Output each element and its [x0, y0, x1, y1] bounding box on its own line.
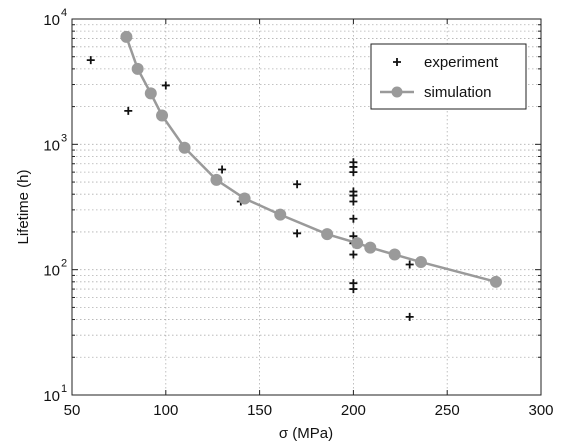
y-tick-label-exponent: 1: [61, 383, 67, 395]
x-tick-label: 250: [435, 402, 460, 419]
simulation-point: [321, 228, 334, 241]
y-tick-label-exponent: 2: [61, 258, 67, 270]
experiment-point: [86, 56, 95, 65]
x-tick-label: 200: [341, 402, 366, 419]
simulation-point: [178, 141, 191, 154]
y-tick-label: 10: [43, 12, 60, 29]
x-tick-label: 150: [247, 402, 272, 419]
simulation-point: [388, 248, 401, 261]
y-axis-title: Lifetime (h): [15, 169, 32, 244]
grid-layer: [72, 19, 541, 395]
experiment-point: [405, 312, 414, 321]
simulation-point: [144, 87, 157, 100]
plot-frame: [71, 18, 542, 396]
experiment-point: [349, 285, 358, 294]
experiment-point: [161, 81, 170, 90]
simulation-point: [156, 109, 169, 122]
y-tick-label-exponent: 3: [61, 132, 67, 144]
legend: experiment simulation: [370, 43, 527, 110]
simulation-point: [414, 256, 427, 269]
y-tick-label-exponent: 4: [61, 7, 67, 19]
y-tick-label: 10: [43, 263, 60, 280]
x-tick-label: 300: [528, 402, 553, 419]
legend-experiment-marker: [393, 58, 401, 66]
simulation-point: [238, 192, 251, 205]
experiment-point: [218, 165, 227, 174]
experiment-point: [349, 197, 358, 206]
x-tick-label: 100: [153, 402, 178, 419]
legend-label-experiment: experiment: [424, 54, 499, 71]
experiment-point: [349, 168, 358, 177]
legend-box: [370, 43, 527, 110]
experiment-point: [349, 250, 358, 259]
experiment-point: [293, 180, 302, 189]
simulation-point: [131, 62, 144, 75]
legend-simulation-marker: [391, 86, 403, 98]
y-tick-label: 10: [43, 137, 60, 154]
legend-label-simulation: simulation: [424, 84, 492, 101]
simulation-point: [210, 173, 223, 186]
experiment-point: [293, 229, 302, 238]
x-tick-label: 50: [64, 402, 81, 419]
simulation-point: [364, 241, 377, 254]
simulation-point: [351, 237, 364, 250]
experiment-point: [124, 106, 133, 115]
series-layer: [86, 30, 502, 321]
experiment-point: [349, 214, 358, 223]
simulation-point: [274, 208, 287, 221]
y-tick-label: 10: [43, 388, 60, 405]
simulation-point: [489, 275, 502, 288]
x-axis-title: σ (MPa): [279, 425, 333, 441]
experiment-point: [405, 260, 414, 269]
simulation-point: [120, 30, 133, 43]
